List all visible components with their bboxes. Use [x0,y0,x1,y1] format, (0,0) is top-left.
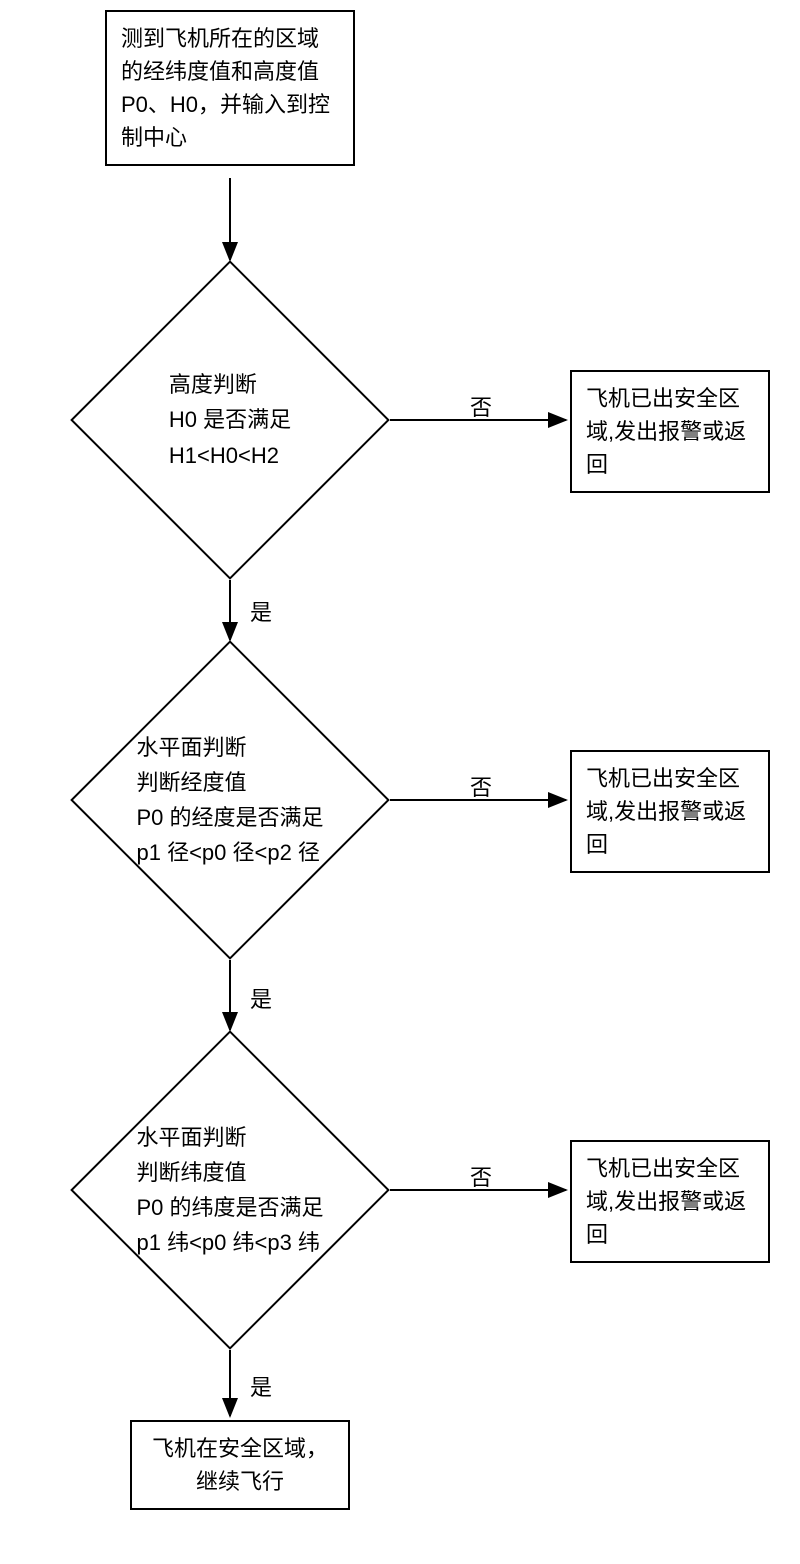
decision-altitude: 高度判断 H0 是否满足 H1<H0<H2 [70,260,390,580]
start-process-box: 测到飞机所在的区域的经纬度值和高度值P0、H0，并输入到控制中心 [105,10,355,166]
flowchart-container: 测到飞机所在的区域的经纬度值和高度值P0、H0，并输入到控制中心 高度判断 H0… [0,0,800,1564]
decision-longitude: 水平面判断 判断经度值 P0 的经度是否满足 p1 径<p0 径<p2 径 [70,640,390,960]
d3-line2: 判断纬度值 [136,1155,323,1190]
d1-line3: H1<H0<H2 [169,438,291,473]
alert2-text: 飞机已出安全区域,发出报警或返回 [586,766,746,857]
d2-line4: p1 径<p0 径<p2 径 [136,835,323,870]
d2-line2: 判断经度值 [136,765,323,800]
label-no-2: 否 [470,770,492,802]
label-yes-3: 是 [250,1370,272,1402]
d1-line1: 高度判断 [169,367,291,402]
d2-line3: P0 的经度是否满足 [136,800,323,835]
label-yes-1: 是 [250,595,272,627]
alert3-text: 飞机已出安全区域,发出报警或返回 [586,1156,746,1247]
d3-line1: 水平面判断 [136,1120,323,1155]
end-text-l2: 继续飞行 [146,1465,334,1498]
alert1-text: 飞机已出安全区域,发出报警或返回 [586,386,746,477]
alert-box-3: 飞机已出安全区域,发出报警或返回 [570,1140,770,1263]
d3-line4: p1 纬<p0 纬<p3 纬 [136,1225,323,1260]
d1-line2: H0 是否满足 [169,402,291,437]
alert-box-1: 飞机已出安全区域,发出报警或返回 [570,370,770,493]
d2-line1: 水平面判断 [136,730,323,765]
label-yes-2: 是 [250,982,272,1014]
alert-box-2: 飞机已出安全区域,发出报警或返回 [570,750,770,873]
end-text-l1: 飞机在安全区域， [146,1432,334,1465]
end-process-box: 飞机在安全区域， 继续飞行 [130,1420,350,1510]
decision-latitude: 水平面判断 判断纬度值 P0 的纬度是否满足 p1 纬<p0 纬<p3 纬 [70,1030,390,1350]
start-text: 测到飞机所在的区域的经纬度值和高度值P0、H0，并输入到控制中心 [121,26,330,150]
label-no-3: 否 [470,1160,492,1192]
d3-line3: P0 的纬度是否满足 [136,1190,323,1225]
label-no-1: 否 [470,390,492,422]
